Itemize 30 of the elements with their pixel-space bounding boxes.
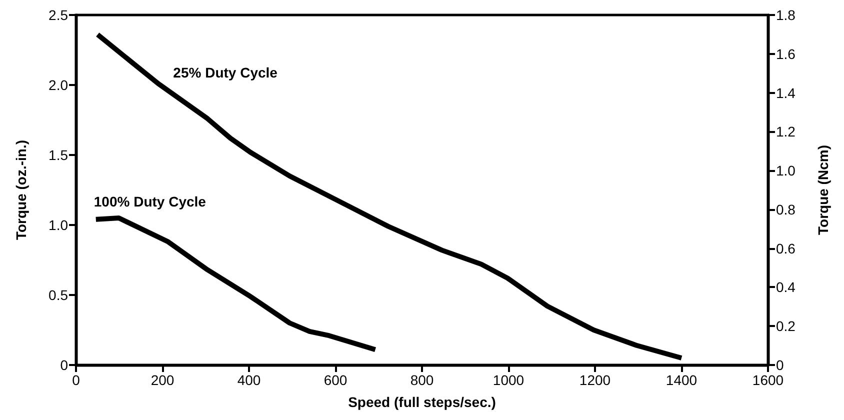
- y2-tick-label: 1.2: [776, 124, 796, 140]
- y-tick-label: 2.0: [48, 77, 68, 93]
- x-tick-label: 200: [150, 372, 174, 388]
- y-tick-label: 0.5: [48, 287, 68, 303]
- y2-tick-label: 1.4: [776, 84, 796, 101]
- y-tick-label: 2.5: [48, 7, 68, 23]
- y2-axis-title: Torque (Ncm): [815, 145, 831, 235]
- x-tick-label: 0: [72, 372, 80, 388]
- y2-tick-label: 0: [776, 357, 784, 373]
- y2-tick-label: 1.0: [776, 162, 796, 179]
- y-tick-label: 1.5: [48, 147, 68, 163]
- y2-tick-label: 0.2: [776, 318, 796, 334]
- x-tick-label: 400: [237, 372, 261, 388]
- series-label: 100% Duty Cycle: [94, 193, 206, 210]
- series-label: 25% Duty Cycle: [173, 64, 278, 81]
- x-axis-title: Speed (full steps/sec.): [348, 394, 496, 410]
- x-tick-label: 1000: [492, 372, 524, 388]
- x-tick-label: 800: [410, 372, 434, 388]
- y2-tick-label: 0.8: [776, 201, 796, 218]
- y2-tick-label: 0.6: [776, 240, 796, 256]
- y-tick-label: 1.0: [48, 217, 68, 233]
- y2-tick-label: 1.6: [776, 46, 796, 62]
- y2-tick-label: 0.4: [776, 279, 796, 296]
- y2-tick-label: 1.8: [776, 7, 796, 23]
- y-axis-title: Torque (oz.-in.): [13, 140, 29, 240]
- x-tick-label: 1600: [752, 372, 784, 388]
- y-tick-label: 0: [60, 357, 68, 373]
- x-tick-label: 1200: [579, 372, 611, 388]
- x-tick-label: 1400: [666, 372, 698, 388]
- x-tick-label: 600: [324, 372, 348, 388]
